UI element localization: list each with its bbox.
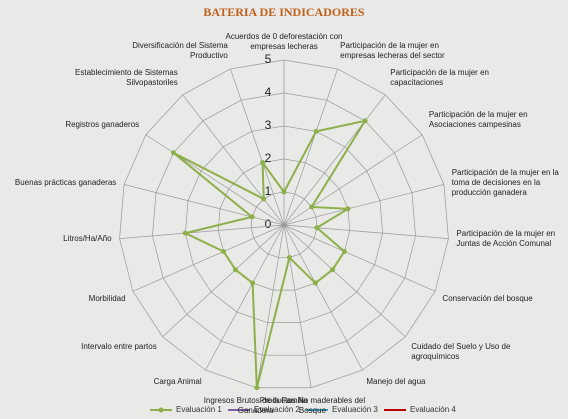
point xyxy=(341,249,347,255)
category-label: Manejo del agua xyxy=(366,377,426,387)
r-tick-label: 4 xyxy=(265,85,272,99)
category-label: Ingresos Brutos de la Familia Ganadera xyxy=(203,395,308,415)
spoke xyxy=(283,68,338,226)
point xyxy=(313,128,319,134)
spoke xyxy=(256,224,285,388)
category-label: Participación de la mujer en empresas le… xyxy=(340,41,445,61)
r-tick-label: 1 xyxy=(265,184,272,198)
r-tick-label: 2 xyxy=(265,151,272,165)
point xyxy=(221,249,227,255)
point xyxy=(182,230,188,236)
point xyxy=(260,160,266,166)
r-tick-label: 5 xyxy=(265,52,272,66)
category-label: Acuerdos de 0 deforestación con empresas… xyxy=(225,32,343,51)
legend-label: Evaluación 2 xyxy=(254,405,300,414)
spoke xyxy=(145,134,285,226)
legend-marker xyxy=(158,407,164,413)
point xyxy=(314,225,320,231)
point xyxy=(345,206,351,212)
spoke xyxy=(205,224,285,371)
category-label: Registros ganaderos xyxy=(65,120,140,130)
spoke xyxy=(283,94,386,226)
point xyxy=(281,189,287,195)
grid-ring xyxy=(184,125,384,323)
category-label: Carga Animal xyxy=(153,377,202,387)
point xyxy=(254,385,260,391)
point xyxy=(330,267,336,273)
spoke xyxy=(132,224,285,292)
r-tick-label: 0 xyxy=(265,217,272,231)
category-label: Participación de la mujer en capacitacio… xyxy=(390,68,489,88)
spoke xyxy=(283,184,445,226)
point xyxy=(250,280,256,286)
point xyxy=(232,267,238,273)
category-label: Litros/Ha/Año xyxy=(63,234,112,244)
point xyxy=(261,196,267,202)
grid-ring xyxy=(119,59,449,389)
spoke xyxy=(123,184,285,226)
legend-label: Evaluación 3 xyxy=(332,405,378,414)
spoke xyxy=(283,224,406,338)
spoke xyxy=(283,224,436,292)
category-label: Conservación del bosque xyxy=(442,294,533,304)
category-label: Buenas prácticas ganaderas xyxy=(14,177,117,187)
category-label: Participación de la mujer en Juntas de A… xyxy=(456,229,556,249)
category-label: Morbilidad xyxy=(88,294,126,304)
spoke xyxy=(182,94,285,226)
category-label: Cuidado del Suelo y Uso de agroquímicos xyxy=(411,342,511,362)
spoke xyxy=(283,224,312,388)
spoke xyxy=(283,224,449,239)
legend-label: Evaluación 4 xyxy=(410,405,456,414)
spoke xyxy=(283,134,423,226)
category-label: Participación de la mujer en la toma de … xyxy=(451,167,559,197)
grid-ring xyxy=(152,92,416,356)
chart-title: BATERIA DE INDICADORES xyxy=(203,5,364,19)
r-tick-label: 3 xyxy=(265,118,272,132)
series-line xyxy=(172,119,368,388)
point xyxy=(362,118,368,124)
point xyxy=(309,204,315,210)
spoke xyxy=(162,224,285,338)
point xyxy=(286,255,292,261)
category-label: Diversificación del Sistema Productivo xyxy=(132,41,228,61)
category-label: Establecimiento de Sistemas Silvopastori… xyxy=(75,68,178,88)
grid-ring xyxy=(217,158,351,291)
point xyxy=(170,150,176,156)
spoke xyxy=(230,68,285,226)
spoke xyxy=(283,224,363,371)
category-label: Intervalo entre partos xyxy=(81,342,157,352)
category-label: Productos No maderables del Bosque xyxy=(259,395,366,415)
point xyxy=(312,280,318,286)
legend-label: Evaluación 1 xyxy=(176,405,222,414)
category-label: Participación de la mujer en Asociacione… xyxy=(428,110,528,130)
spoke xyxy=(119,224,285,239)
point xyxy=(249,214,255,220)
